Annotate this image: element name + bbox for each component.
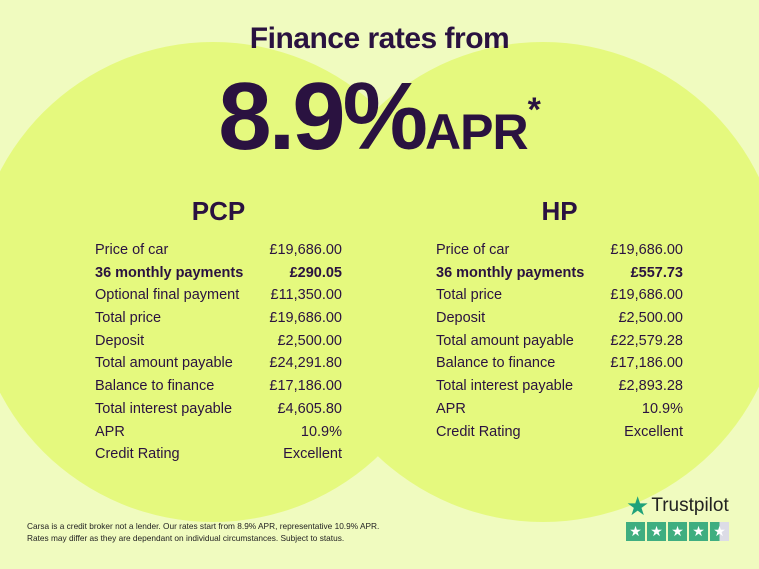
row-value: 10.9% (641, 400, 683, 417)
row-label: Total interest payable (95, 400, 233, 417)
disclaimer-line-1: Carsa is a credit broker not a lender. O… (27, 521, 380, 531)
row-label: Deposit (95, 332, 145, 349)
row-value: 10.9% (300, 423, 342, 440)
row-value: £22,579.28 (610, 332, 683, 349)
row-value: £24,291.80 (269, 355, 342, 372)
star-icon: ★ (647, 522, 666, 541)
trustpilot-badge: ★ Trustpilot ★ ★ ★ ★ ★ (626, 491, 729, 541)
row-value: £19,686.00 (610, 287, 683, 304)
row-value: £557.73 (630, 264, 683, 281)
row-label: Total amount payable (436, 332, 574, 349)
table-row: Price of car £19,686.00 (436, 239, 683, 262)
pcp-table: PCP Price of car £19,686.00 36 monthly pay… (95, 196, 342, 466)
asterisk: * (527, 91, 541, 129)
headline: Finance rates from (249, 22, 510, 55)
table-row: Total amount payable £22,579.28 (436, 330, 683, 353)
row-value: £19,686.00 (269, 242, 342, 258)
table-row: Credit Rating Excellent (95, 443, 342, 466)
table-row: Price of car £19,686.00 (95, 239, 342, 262)
row-value: £2,500.00 (277, 332, 342, 349)
hp-title: HP (541, 196, 578, 226)
disclaimer-line-2: Rates may differ as they are dependant o… (27, 533, 345, 543)
star-icon: ★ (689, 522, 708, 541)
table-row: Total interest payable £4,605.80 (95, 398, 342, 421)
star-icon: ★ (710, 522, 729, 541)
row-label: APR (436, 400, 466, 417)
disclaimer: Carsa is a credit broker not a lender. O… (27, 520, 379, 544)
hp-rows: Price of car £19,686.00 36 monthly payment… (436, 239, 683, 443)
row-value: £17,186.00 (269, 378, 342, 395)
row-label: Total interest payable (436, 378, 574, 395)
trustpilot-label: Trustpilot (651, 495, 729, 516)
row-label: Optional final payment (95, 287, 240, 304)
row-label: 36 monthly payments (436, 264, 585, 281)
row-value: £2,893.28 (618, 378, 683, 395)
table-row: 36 monthly payments £557.73 (436, 262, 683, 285)
table-row: Deposit £2,500.00 (436, 307, 683, 330)
row-label: APR (95, 423, 125, 440)
trustpilot-star-icon: ★ (626, 491, 650, 521)
table-row: Total interest payable £2,893.28 (436, 375, 683, 398)
table-row: 36 monthly payments £290.05 (95, 262, 342, 285)
row-label: Balance to finance (436, 355, 556, 372)
table-row: Total price £19,686.00 (95, 307, 342, 330)
row-label: Total amount payable (95, 355, 233, 372)
row-label: Deposit (436, 310, 486, 327)
table-row: Balance to finance £17,186.00 (95, 375, 342, 398)
table-row: APR 10.9% (95, 421, 342, 444)
row-value: £19,686.00 (610, 242, 683, 258)
row-label: Credit Rating (95, 446, 180, 463)
rate-value: 8.9% (218, 63, 428, 170)
row-value: £17,186.00 (610, 355, 683, 372)
star-icon: ★ (626, 522, 645, 541)
row-label: Total price (95, 310, 162, 327)
row-value: £19,686.00 (269, 310, 342, 327)
row-value: Excellent (624, 423, 683, 440)
row-value: £2,500.00 (618, 310, 683, 327)
table-row: Balance to finance £17,186.00 (436, 352, 683, 375)
table-row: APR 10.9% (436, 398, 683, 421)
row-value: £11,350.00 (270, 287, 343, 304)
row-label: Credit Rating (436, 423, 521, 440)
row-label: 36 monthly payments (95, 264, 244, 281)
row-value: £290.05 (289, 264, 342, 281)
row-value: £4,605.80 (277, 400, 342, 417)
row-label: Price of car (95, 242, 169, 258)
pcp-rows: Price of car £19,686.00 36 monthly payment… (95, 239, 342, 466)
row-value: Excellent (283, 446, 342, 463)
background-circle-right (303, 42, 759, 522)
pcp-title: PCP (191, 196, 246, 226)
table-row: Credit Rating Excellent (436, 421, 683, 444)
table-row: Total amount payable £24,291.80 (95, 352, 342, 375)
row-label: Total price (436, 287, 503, 304)
row-label: Price of car (436, 242, 510, 258)
rate-display: 8.9%APR* (0, 62, 759, 172)
star-icon: ★ (668, 522, 687, 541)
table-row: Deposit £2,500.00 (95, 330, 342, 353)
row-label: Balance to finance (95, 378, 215, 395)
trustpilot-rating: ★ ★ ★ ★ ★ (626, 522, 729, 541)
apr-label: APR (425, 104, 529, 160)
table-row: Total price £19,686.00 (436, 284, 683, 307)
table-row: Optional final payment £11,350.00 (95, 284, 342, 307)
hp-table: HP Price of car £19,686.00 36 monthly paym… (436, 196, 683, 443)
